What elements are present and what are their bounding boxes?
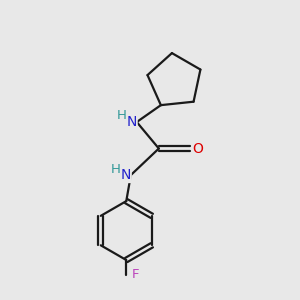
Text: H: H (116, 109, 126, 122)
Text: O: O (193, 142, 203, 155)
Text: N: N (120, 168, 131, 182)
Text: H: H (111, 163, 121, 176)
Text: N: N (126, 115, 136, 129)
Text: F: F (131, 268, 139, 281)
